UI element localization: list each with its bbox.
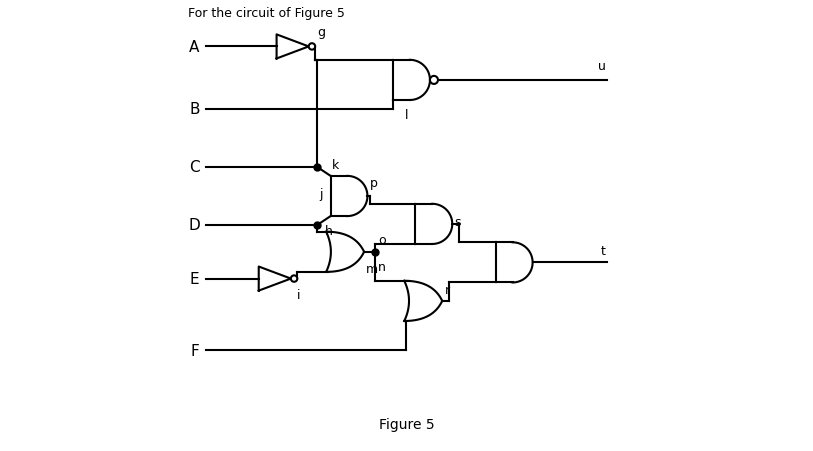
Text: s: s (454, 216, 461, 229)
Text: For the circuit of Figure 5: For the circuit of Figure 5 (188, 7, 345, 20)
Text: Figure 5: Figure 5 (379, 417, 434, 431)
Text: F: F (190, 343, 199, 358)
Text: u: u (598, 60, 606, 73)
Text: E: E (189, 272, 199, 286)
Circle shape (430, 77, 438, 85)
Text: i: i (297, 289, 300, 302)
Circle shape (291, 276, 298, 282)
Text: h: h (324, 225, 333, 238)
Text: r: r (445, 283, 450, 296)
Circle shape (309, 44, 315, 51)
Text: C: C (189, 160, 200, 175)
Text: m: m (367, 262, 378, 275)
Text: p: p (370, 177, 377, 190)
Text: j: j (320, 188, 323, 201)
Text: g: g (317, 26, 325, 39)
Text: t: t (601, 244, 606, 258)
Text: o: o (378, 234, 385, 247)
Text: l: l (405, 109, 408, 122)
Text: k: k (332, 159, 339, 172)
Text: D: D (189, 218, 200, 233)
Text: A: A (189, 40, 200, 55)
Text: B: B (189, 102, 200, 117)
Text: n: n (378, 260, 386, 273)
